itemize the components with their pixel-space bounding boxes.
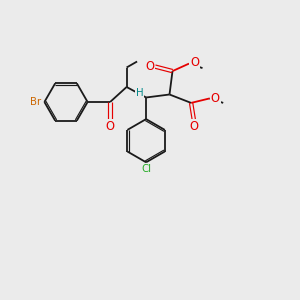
Text: Cl: Cl bbox=[141, 164, 151, 174]
Text: O: O bbox=[145, 60, 154, 73]
Text: O: O bbox=[190, 56, 199, 69]
Text: Br: Br bbox=[30, 97, 42, 107]
Text: O: O bbox=[106, 120, 115, 134]
Text: H: H bbox=[136, 88, 143, 98]
Text: O: O bbox=[190, 120, 199, 134]
Text: O: O bbox=[211, 92, 220, 105]
